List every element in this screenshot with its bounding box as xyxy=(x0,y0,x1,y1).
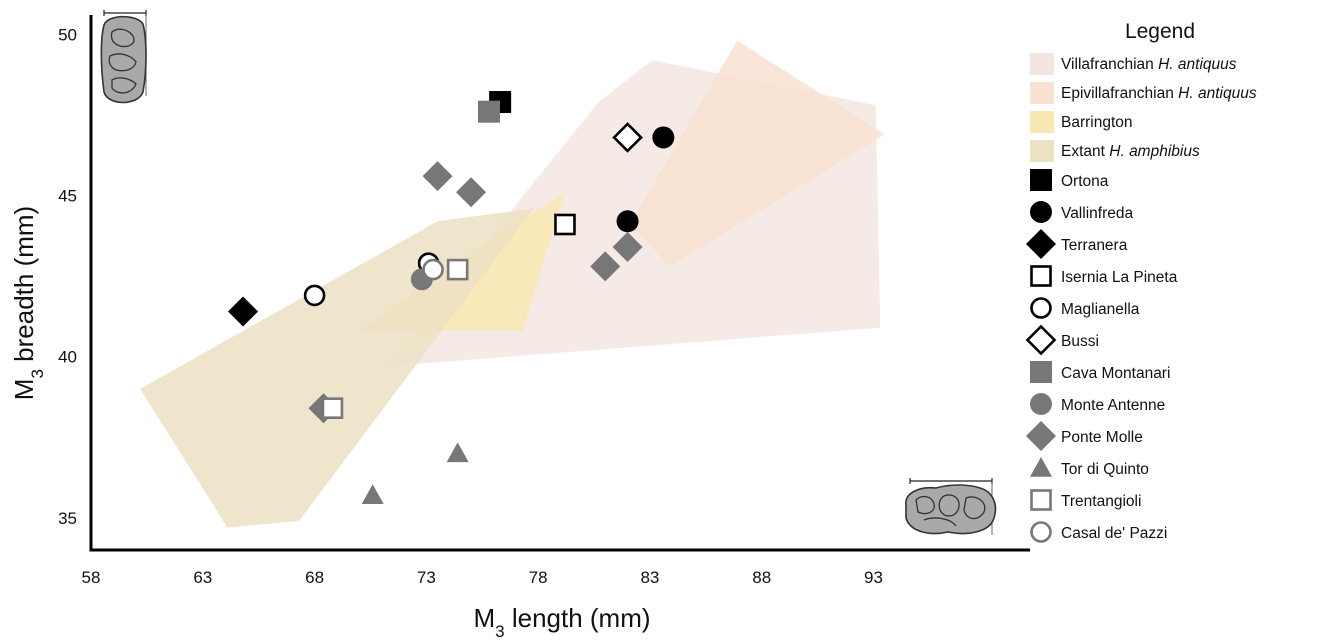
region-epivillafranchian-h-antiquus xyxy=(629,40,885,267)
legend-swatch xyxy=(1030,53,1054,75)
point-cava-montanari-1 xyxy=(477,100,500,123)
y-axis-title: M3 breadth (mm) xyxy=(9,206,47,400)
legend-label: Vallinfreda xyxy=(1061,205,1133,222)
legend-entry-tor-di-quinto: Tor di Quinto xyxy=(1030,457,1149,478)
x-tick-label-93: 93 xyxy=(864,568,883,587)
legend-label: Ortona xyxy=(1061,173,1109,190)
legend-marker xyxy=(1030,201,1052,223)
point-trentangioli-1 xyxy=(446,258,469,281)
point-casal-de-pazzi-1 xyxy=(422,258,444,281)
point-tor-di-quinto-1 xyxy=(446,442,469,463)
x-tick-label-88: 88 xyxy=(752,568,771,587)
point-maglianella-1 xyxy=(303,284,326,307)
region-extant-h-amphibius xyxy=(140,208,534,528)
point-trentangioli-2 xyxy=(321,397,344,419)
legend-marker xyxy=(1030,393,1052,415)
legend-label: Bussi xyxy=(1061,333,1099,350)
legend-entry-extant-h-amphibius: Extant H. amphibius xyxy=(1030,140,1200,162)
x-tick-label-58: 58 xyxy=(82,568,101,587)
legend-label: Terranera xyxy=(1061,237,1128,254)
legend-label: Extant H. amphibius xyxy=(1061,143,1200,160)
legend-label: Trentangioli xyxy=(1061,493,1141,510)
legend-label: Barrington xyxy=(1061,114,1133,131)
tooth-occlusal-icon-top xyxy=(100,10,147,104)
legend-entry-cava-montanari: Cava Montanari xyxy=(1030,361,1170,383)
legend-entry-villafranchian-h-antiquus: Villafranchian H. antiquus xyxy=(1030,53,1237,75)
point-tor-di-quinto-2 xyxy=(361,484,384,505)
tooth-icons xyxy=(100,10,997,535)
legend: Legend Villafranchian H. antiquus Epivill… xyxy=(1025,20,1257,543)
point-bussi-1 xyxy=(612,122,643,153)
legend-entry-maglianella: Maglianella xyxy=(1030,297,1140,319)
y-tick-label-40: 40 xyxy=(58,348,77,367)
tooth-occlusal-icon-bottom xyxy=(905,478,997,535)
axes xyxy=(89,15,1030,552)
x-tick-label-68: 68 xyxy=(305,568,324,587)
point-ponte-molle-3 xyxy=(612,232,643,263)
y-tick-label-45: 45 xyxy=(58,186,77,205)
markers-layer xyxy=(228,91,675,505)
legend-marker xyxy=(1030,457,1052,477)
point-vallinfreda-2 xyxy=(616,210,639,233)
legend-marker xyxy=(1030,489,1052,511)
legend-entry-bussi: Bussi xyxy=(1025,324,1099,356)
x-tick-label-73: 73 xyxy=(417,568,436,587)
y-tick-label-35: 35 xyxy=(58,509,77,528)
legend-entry-vallinfreda: Vallinfreda xyxy=(1030,201,1133,223)
point-vallinfreda-1 xyxy=(652,126,675,149)
point-ponte-molle-1 xyxy=(422,161,453,192)
legend-entry-isernia-la-pineta: Isernia La Pineta xyxy=(1030,265,1178,287)
point-terranera-1 xyxy=(228,296,259,327)
point-ponte-molle-2 xyxy=(456,177,487,208)
point-ponte-molle-4 xyxy=(590,251,621,282)
legend-entry-epivillafranchian-h-antiquus: Epivillafranchian H. antiquus xyxy=(1030,82,1257,104)
legend-label: Isernia La Pineta xyxy=(1061,269,1178,286)
legend-marker xyxy=(1025,324,1057,356)
legend-label: Ponte Molle xyxy=(1061,429,1143,446)
legend-entry-casal-de-pazzi: Casal de' Pazzi xyxy=(1030,521,1167,543)
tick-labels: 58 63 68 73 78 83 88 93 35 40 45 50 xyxy=(58,25,883,587)
legend-label: Epivillafranchian H. antiquus xyxy=(1061,85,1257,102)
legend-entry-terranera: Terranera xyxy=(1026,229,1128,259)
legend-label: Villafranchian H. antiquus xyxy=(1061,56,1237,73)
legend-marker xyxy=(1030,297,1052,319)
legend-entry-ponte-molle: Ponte Molle xyxy=(1026,421,1143,451)
legend-swatch xyxy=(1030,111,1054,133)
legend-marker xyxy=(1030,265,1052,287)
legend-entry-barrington: Barrington xyxy=(1030,111,1133,133)
legend-label: Casal de' Pazzi xyxy=(1061,525,1167,542)
legend-entry-monte-antenne: Monte Antenne xyxy=(1030,393,1165,415)
x-tick-label-83: 83 xyxy=(640,568,659,587)
legend-label: Monte Antenne xyxy=(1061,397,1165,414)
legend-label: Tor di Quinto xyxy=(1061,461,1149,478)
point-isernia-la-pineta-1 xyxy=(554,213,576,236)
legend-swatch xyxy=(1030,82,1054,104)
legend-entry-ortona: Ortona xyxy=(1030,169,1109,191)
y-tick-label-50: 50 xyxy=(58,25,77,44)
x-axis-title: M3 length (mm) xyxy=(473,603,650,641)
legend-marker xyxy=(1030,521,1052,543)
legend-label: Cava Montanari xyxy=(1061,365,1170,382)
legend-swatch xyxy=(1030,140,1054,162)
x-tick-label-63: 63 xyxy=(193,568,212,587)
legend-marker xyxy=(1030,361,1052,383)
legend-label: Maglianella xyxy=(1061,301,1140,318)
legend-marker xyxy=(1026,421,1056,451)
regions-layer xyxy=(140,40,885,528)
legend-entry-trentangioli: Trentangioli xyxy=(1030,489,1141,511)
x-tick-label-78: 78 xyxy=(529,568,548,587)
legend-marker xyxy=(1026,229,1056,259)
legend-title: Legend xyxy=(1125,20,1195,43)
legend-marker xyxy=(1030,169,1052,191)
